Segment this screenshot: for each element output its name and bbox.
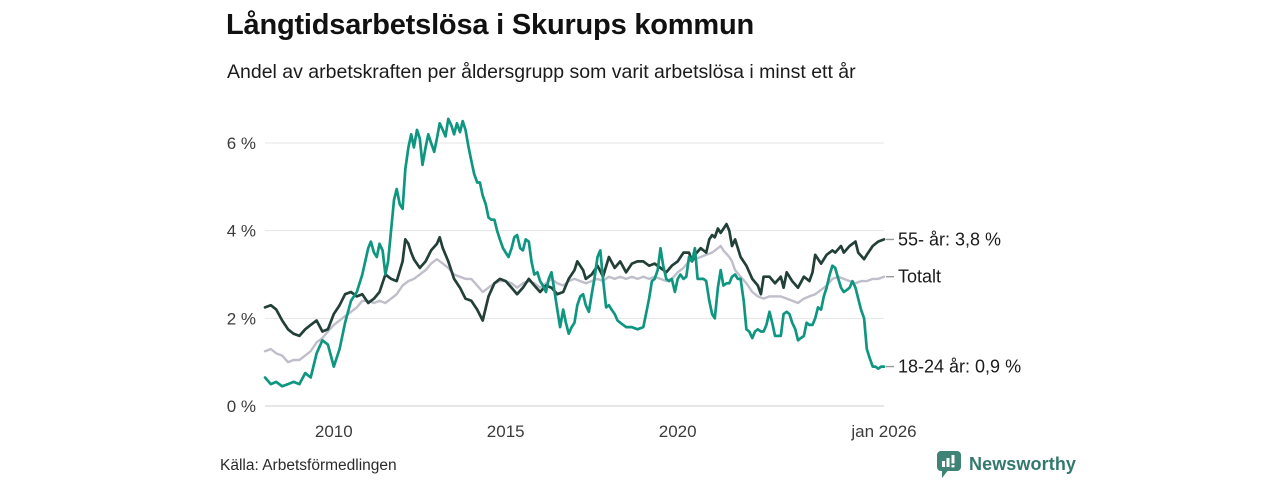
series-line-55-ar [263, 222, 886, 338]
chart-title: Långtidsarbetslösa i Skurups kommun [226, 9, 754, 41]
x-axis-tick-label: 2020 [659, 422, 697, 441]
y-axis-tick-label: 0 % [227, 397, 256, 416]
series-end-label-18-24-ar: 18-24 år: 0,9 % [898, 357, 1021, 377]
brand-name: Newsworthy [969, 454, 1077, 474]
brand-logo: Newsworthy [936, 450, 1076, 479]
series-line-18-24-ar [263, 117, 886, 388]
newsworthy-bar-chart-icon [937, 451, 961, 478]
source-note: Källa: Arbetsförmedlingen [220, 457, 397, 474]
y-axis-tick-label: 2 % [227, 309, 256, 328]
series-end-label-55-ar: 55- år: 3,8 % [898, 229, 1001, 249]
x-axis-tick-label: 2015 [487, 422, 525, 441]
x-axis-tick-label: 2010 [315, 422, 353, 441]
y-axis-tick-label: 6 % [227, 134, 256, 153]
series-line-totalt [263, 244, 886, 364]
series-end-label-totalt: Totalt [898, 267, 941, 287]
x-axis-tick-label: jan 2026 [850, 422, 916, 441]
y-axis-tick-label: 4 % [227, 222, 256, 241]
chart-subtitle: Andel av arbetskraften per åldersgrupp s… [227, 61, 856, 83]
